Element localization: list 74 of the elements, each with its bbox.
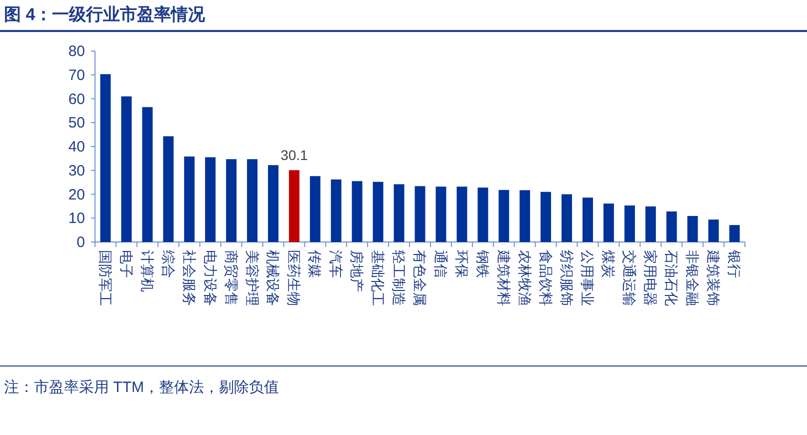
x-tick-label: 综合 [160, 250, 176, 278]
bar [456, 186, 468, 242]
data-label: 30.1 [280, 147, 308, 164]
bar [184, 156, 195, 242]
bar [121, 96, 132, 242]
x-tick-label: 通信 [432, 250, 449, 278]
bar [708, 220, 719, 242]
bar [414, 186, 426, 242]
bar [624, 205, 635, 242]
x-tick-label: 非银金融 [684, 250, 701, 306]
x-tick-label: 石油石化 [664, 250, 680, 306]
x-tick-label: 银行 [726, 249, 743, 278]
x-tick-label: 基础化工 [370, 250, 386, 306]
x-tick-label: 有色金属 [412, 250, 428, 306]
x-tick-label: 美容护理 [244, 250, 260, 306]
chart-title: 图 4：一级行业市盈率情况 [4, 5, 206, 24]
bar [352, 181, 362, 242]
x-tick-label: 国防军工 [97, 250, 114, 306]
bar [562, 194, 572, 242]
x-tick-label: 煤炭 [600, 250, 617, 278]
x-tick-label: 机械设备 [265, 250, 282, 306]
x-tick-label: 纺织服饰 [558, 250, 575, 306]
x-tick-label: 汽车 [328, 250, 344, 278]
bar [310, 176, 320, 242]
bar [582, 198, 593, 242]
bar [436, 186, 446, 242]
y-tick-label: 30 [68, 162, 85, 180]
x-tick-label: 环保 [454, 250, 470, 278]
x-tick-label: 农林牧渔 [516, 250, 533, 306]
bar [478, 188, 488, 242]
bar [498, 190, 510, 242]
x-tick-label: 轻工制造 [391, 250, 408, 306]
x-tick-label: 家用电器 [642, 250, 659, 306]
x-tick-label: 医药生物 [286, 250, 302, 306]
y-tick-label: 20 [68, 186, 85, 204]
x-tick-label: 社会服务 [181, 250, 198, 306]
bar [729, 225, 740, 242]
x-tick-label: 电子 [118, 250, 134, 278]
bar [603, 204, 614, 242]
x-tick-label: 计算机 [139, 250, 156, 292]
bar [666, 211, 677, 242]
bar [520, 190, 530, 242]
bar [100, 74, 111, 242]
x-tick-label: 公用事业 [580, 250, 596, 306]
x-tick-label: 交通运输 [622, 250, 638, 306]
bar [247, 159, 258, 242]
x-tick-label: 钢铁 [474, 249, 491, 278]
y-tick-label: 10 [68, 210, 85, 228]
bar [540, 192, 552, 242]
bar [394, 184, 404, 242]
text: 注：市盈率采用 TTM，整体法，剔除负值 [4, 379, 279, 396]
y-tick-label: 40 [68, 138, 85, 156]
bar [205, 157, 216, 242]
x-tick-label: 传媒 [307, 250, 324, 278]
bar [687, 216, 698, 242]
y-tick-label: 0 [76, 234, 85, 251]
y-tick-label: 50 [68, 114, 85, 132]
x-tick-label: 房地产 [349, 250, 366, 292]
x-tick-label: 建筑装饰 [706, 249, 722, 306]
y-tick-label: 60 [68, 90, 85, 108]
bar [645, 206, 656, 242]
bar [288, 170, 300, 242]
x-tick-label: 商贸零售 [223, 250, 240, 306]
bar [268, 165, 278, 242]
bar [226, 159, 237, 242]
bar [163, 136, 174, 242]
x-tick-label: 食品饮料 [538, 250, 554, 306]
y-tick-label: 80 [68, 43, 85, 60]
x-tick-label: 建筑材料 [496, 249, 512, 306]
bar [330, 179, 342, 242]
x-tick-label: 电力设备 [202, 250, 218, 306]
bar [142, 107, 153, 242]
y-tick-label: 70 [68, 66, 85, 84]
bar [372, 182, 384, 242]
